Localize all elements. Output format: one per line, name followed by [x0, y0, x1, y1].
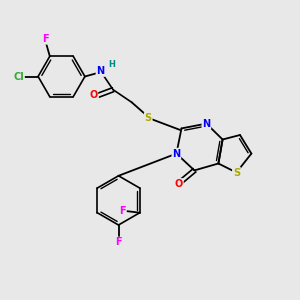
Text: H: H [109, 60, 115, 69]
Text: O: O [89, 90, 98, 100]
Text: Cl: Cl [13, 71, 24, 82]
Text: N: N [202, 118, 211, 129]
Text: N: N [96, 66, 105, 76]
Text: F: F [42, 34, 49, 44]
Text: S: S [145, 113, 152, 123]
Text: O: O [175, 179, 183, 189]
Text: F: F [115, 237, 122, 248]
Text: N: N [172, 148, 181, 159]
Text: S: S [233, 167, 240, 178]
Text: F: F [119, 206, 126, 216]
